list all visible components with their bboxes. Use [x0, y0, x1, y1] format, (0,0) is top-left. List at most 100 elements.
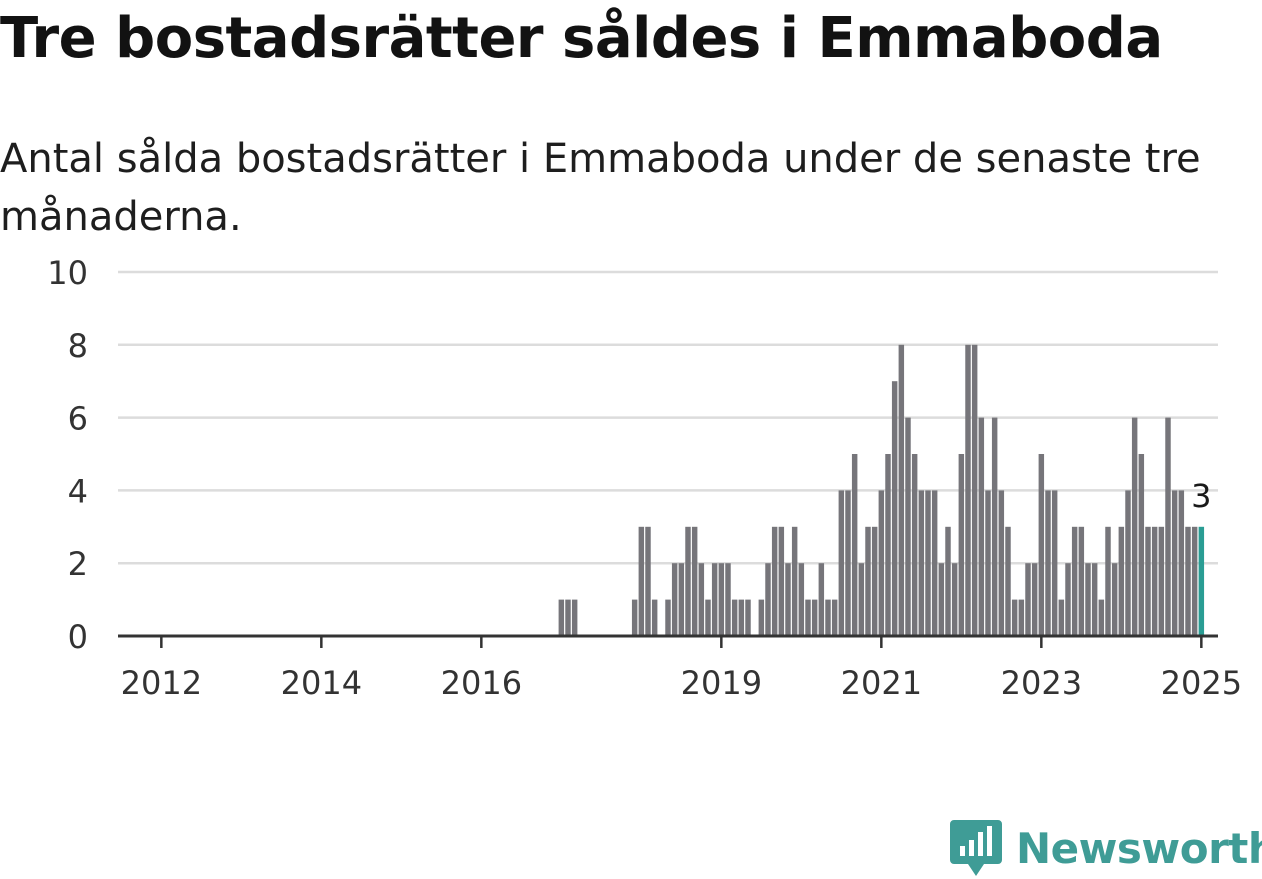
bar: [565, 599, 571, 636]
bar: [1118, 526, 1125, 636]
bar: [858, 563, 865, 636]
bar: [745, 599, 751, 636]
bar: [811, 599, 818, 636]
x-tick-label: 2023: [1001, 664, 1082, 702]
brand-name: Newsworthy: [1016, 823, 1262, 873]
bar: [718, 563, 725, 636]
bar: [645, 526, 651, 636]
last-value-label: 3: [1191, 477, 1211, 515]
bar: [1158, 526, 1165, 636]
bar: [798, 563, 805, 636]
bar: [678, 563, 685, 636]
bar: [971, 344, 978, 636]
bar: [905, 417, 911, 636]
bar: [1165, 417, 1171, 636]
chart-subtitle: Antal sålda bostadsrätter i Emmaboda und…: [0, 136, 1201, 240]
bar: [638, 526, 645, 636]
bar: [1005, 526, 1011, 636]
bar: [765, 563, 771, 636]
chart-title: Tre bostadsrätter såldes i Emmaboda: [0, 6, 1163, 71]
bar: [1065, 563, 1071, 636]
bar: [911, 454, 918, 636]
bar: [711, 563, 718, 636]
bar: [851, 454, 858, 636]
bar: [778, 526, 785, 636]
bar: [725, 563, 731, 636]
bar: [878, 490, 885, 636]
bar: [1178, 490, 1185, 636]
bar: [985, 490, 991, 636]
bar: [771, 526, 778, 636]
bar: [885, 454, 891, 636]
y-tick-label: 10: [47, 254, 88, 292]
bar: [1138, 454, 1145, 636]
y-tick-label: 4: [68, 472, 88, 510]
x-tick-label: 2014: [281, 664, 362, 702]
bar: [965, 344, 971, 636]
bar: [978, 417, 985, 636]
bar: [705, 599, 711, 636]
bar: [685, 526, 691, 636]
y-tick-label: 0: [68, 618, 88, 656]
bar: [845, 490, 851, 636]
x-tick-label: 2019: [681, 664, 762, 702]
bar: [951, 563, 958, 636]
y-tick-label: 8: [68, 327, 88, 365]
x-axis-ticks: 2012 2014 2016 2019 2021 2023 2025: [121, 636, 1242, 702]
bar: [1025, 563, 1031, 636]
bar: [1011, 599, 1018, 636]
bar: [1045, 490, 1051, 636]
bar: [1071, 526, 1078, 636]
bar: [838, 490, 845, 636]
bar: [1151, 526, 1158, 636]
bar: [991, 417, 998, 636]
bar: [738, 599, 745, 636]
bar: [818, 563, 825, 636]
bar: [931, 490, 938, 636]
bar: [1078, 526, 1085, 636]
bar: [1191, 526, 1198, 636]
bar: [731, 599, 738, 636]
bar: [925, 490, 931, 636]
newsworthy-logo: Newsworthy: [950, 818, 1262, 878]
bar: [758, 599, 765, 636]
x-tick-label: 2012: [121, 664, 202, 702]
bar: [691, 526, 698, 636]
bar: [1051, 490, 1058, 636]
x-tick-label: 2016: [441, 664, 522, 702]
bar: [1058, 599, 1065, 636]
bar: [791, 526, 798, 636]
bar: [1131, 417, 1138, 636]
y-axis-ticks: 0 2 4 6 8 10: [47, 254, 88, 656]
bar: [1018, 599, 1025, 636]
bar: [998, 490, 1005, 636]
bar: [1098, 599, 1105, 636]
bar: [1145, 526, 1151, 636]
bar: [958, 454, 965, 636]
bar: [665, 599, 671, 636]
bar: [1125, 490, 1131, 636]
bar: [871, 526, 878, 636]
bar: [698, 563, 705, 636]
bar: [1031, 563, 1038, 636]
bar: [671, 563, 678, 636]
bar: [1171, 490, 1178, 636]
bar: [651, 599, 658, 636]
bar: [558, 599, 565, 636]
bar: [631, 599, 638, 636]
bar: [891, 381, 898, 636]
bar: [1085, 563, 1091, 636]
bar: [918, 490, 925, 636]
bar: [1185, 526, 1191, 636]
bar: [805, 599, 811, 636]
bar: [898, 344, 905, 636]
y-tick-label: 6: [68, 400, 88, 438]
bar: [865, 526, 871, 636]
bar: [571, 599, 578, 636]
bar: [1105, 526, 1111, 636]
x-tick-label: 2025: [1161, 664, 1242, 702]
bar: [785, 563, 791, 636]
bar: [825, 599, 831, 636]
bar: [1038, 454, 1045, 636]
